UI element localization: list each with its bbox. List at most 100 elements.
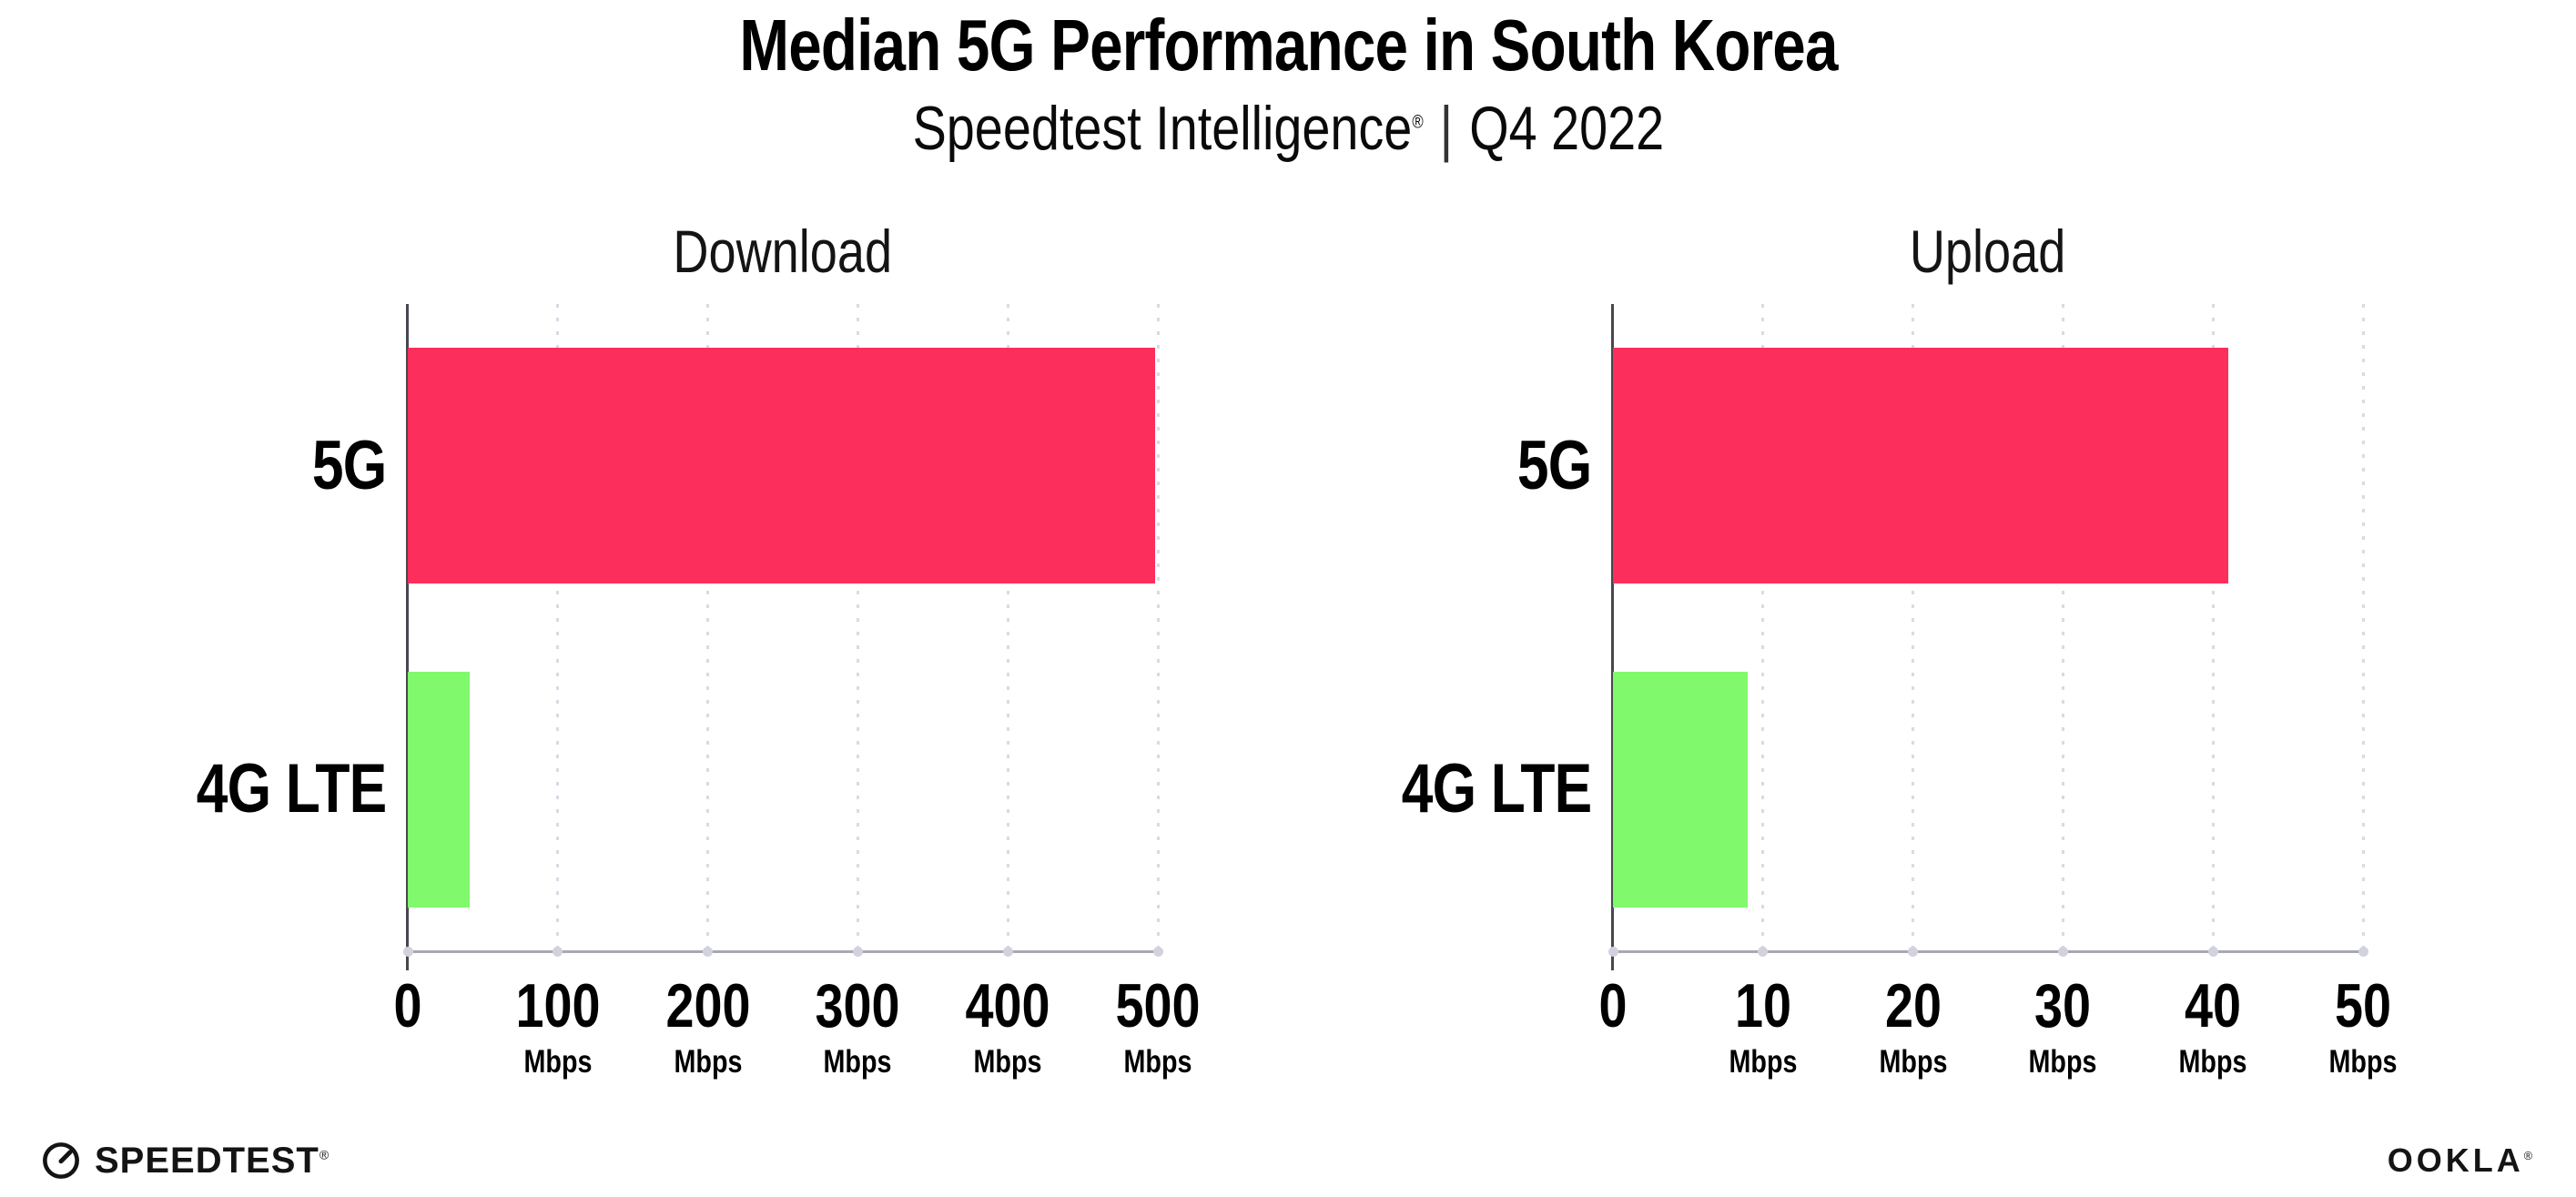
x-axis-line — [408, 950, 1158, 953]
x-tick-unit-text-40: Mbps — [2178, 1044, 2247, 1080]
gridline-10 — [1761, 304, 1765, 951]
axis-tick-dot-0 — [1607, 947, 1618, 957]
gridline-40 — [2211, 304, 2215, 951]
panel-title-upload: Upload — [1910, 218, 2066, 285]
x-tick-unit-50: Mbps — [2321, 1046, 2404, 1079]
x-tick-unit-text-400: Mbps — [973, 1044, 1042, 1080]
axis-tick-dot-20 — [1908, 947, 1919, 957]
speedtest-gauge-icon — [43, 1142, 79, 1179]
x-tick-label-text-300: 300 — [815, 971, 900, 1040]
x-tick-label-400: 400 — [956, 975, 1059, 1037]
x-tick-label-10: 10 — [1729, 975, 1798, 1037]
axis-tick-dot-50 — [2358, 947, 2368, 957]
x-tick-label-text-400: 400 — [965, 971, 1050, 1040]
x-tick-unit-200: Mbps — [666, 1046, 749, 1079]
gridline-400 — [1006, 304, 1009, 951]
x-tick-label-text-100: 100 — [515, 971, 601, 1040]
panel-title-download: Download — [673, 218, 893, 285]
category-label-text-upload-4g-lte: 4G LTE — [1401, 750, 1591, 827]
x-tick-label-text-0: 0 — [393, 971, 422, 1040]
axis-tick-dot-500 — [1152, 947, 1163, 957]
x-tick-label-0: 0 — [1596, 975, 1630, 1037]
subtitle-brand: Speedtest Intelligence — [912, 94, 1412, 163]
x-tick-unit-40: Mbps — [2171, 1046, 2254, 1079]
gridline-50 — [2361, 304, 2365, 951]
x-tick-label-text-40: 40 — [2185, 971, 2242, 1040]
gridline-100 — [556, 304, 560, 951]
x-tick-unit-text-20: Mbps — [1879, 1044, 1948, 1080]
x-tick-unit-text-300: Mbps — [823, 1044, 892, 1080]
x-tick-label-100: 100 — [506, 975, 609, 1037]
x-tick-label-50: 50 — [2328, 975, 2398, 1037]
chart-title-text: Median 5G Performance in South Korea — [738, 5, 1838, 86]
x-tick-unit-text-200: Mbps — [674, 1044, 743, 1080]
speedtest-logo-text: SPEEDTEST® — [95, 1140, 330, 1181]
x-tick-unit-20: Mbps — [1871, 1046, 1954, 1079]
axis-tick-dot-0 — [402, 947, 413, 957]
plot-area: 0 10 Mbps 20 Mbps 30 Mbps 40 Mbps 50 Mbps 5G 4G LTE — [1401, 304, 2397, 1079]
gridline-20 — [1912, 304, 1915, 951]
category-label-text-download-5g: 5G — [311, 427, 386, 504]
footer: SPEEDTEST® OOKLA® — [40, 1137, 2536, 1184]
x-tick-label-200: 200 — [656, 975, 759, 1037]
x-tick-unit-text-50: Mbps — [2328, 1044, 2398, 1080]
speedtest-logo: SPEEDTEST® — [40, 1140, 330, 1182]
x-tick-label-500: 500 — [1106, 975, 1209, 1037]
y-axis-line — [1611, 304, 1614, 971]
x-tick-label-text-10: 10 — [1734, 971, 1791, 1040]
ookla-logo: OOKLA® — [2388, 1141, 2536, 1180]
x-tick-label-text-30: 30 — [2034, 971, 2092, 1040]
x-tick-label-text-50: 50 — [2334, 971, 2392, 1040]
speedtest-reg-mark: ® — [319, 1147, 330, 1162]
x-tick-label-30: 30 — [2029, 975, 2098, 1037]
x-tick-label-0: 0 — [390, 975, 425, 1037]
x-tick-unit-400: Mbps — [966, 1046, 1049, 1079]
panel-upload: Upload 0 10 Mbps 20 Mbps 30 Mbps 40 Mbps 50 Mbps 5G… — [1288, 209, 2576, 1129]
ookla-logo-text: OOKLA — [2387, 1141, 2524, 1179]
x-tick-label-text-200: 200 — [665, 971, 751, 1040]
x-tick-unit-text-500: Mbps — [1123, 1044, 1192, 1080]
plot-area: 0 100 Mbps 200 Mbps 300 Mbps 400 Mbps 500 Mbps 5G 4G… — [196, 304, 1201, 1079]
axis-tick-dot-100 — [553, 947, 563, 957]
gridline-30 — [2061, 304, 2064, 951]
bar-download-4g-lte — [408, 672, 470, 908]
bar-upload-4g-lte — [1613, 672, 1748, 908]
x-tick-unit-30: Mbps — [2022, 1046, 2104, 1079]
x-axis-line — [1613, 950, 2363, 953]
bar-download-5g — [408, 348, 1155, 583]
category-label-text-upload-5g: 5G — [1516, 427, 1591, 504]
x-tick-unit-text-30: Mbps — [2028, 1044, 2097, 1080]
x-tick-label-40: 40 — [2178, 975, 2247, 1037]
axis-tick-dot-30 — [2057, 947, 2068, 957]
axis-tick-dot-200 — [703, 947, 714, 957]
panel-download: Download 0 100 Mbps 200 Mbps 300 Mbps 400 Mbps 50… — [0, 209, 1288, 1129]
x-tick-unit-100: Mbps — [516, 1046, 599, 1079]
x-tick-unit-10: Mbps — [1721, 1046, 1804, 1079]
x-tick-unit-500: Mbps — [1116, 1046, 1199, 1079]
subtitle-period: Q4 2022 — [1468, 94, 1664, 163]
subtitle-separator: | — [1439, 94, 1453, 163]
x-tick-label-20: 20 — [1879, 975, 1948, 1037]
x-tick-label-text-20: 20 — [1884, 971, 1942, 1040]
category-label-download-4g-lte: 4G LTE — [0, 748, 386, 830]
x-tick-unit-300: Mbps — [816, 1046, 899, 1079]
y-axis-line — [406, 304, 409, 971]
category-label-download-5g: 5G — [0, 425, 386, 507]
category-label-text-download-4g-lte: 4G LTE — [196, 750, 386, 827]
x-tick-label-300: 300 — [806, 975, 909, 1037]
chart-title: Median 5G Performance in South Korea — [0, 4, 2576, 87]
category-label-upload-4g-lte: 4G LTE — [1185, 748, 1591, 830]
ookla-reg-mark: ® — [2523, 1150, 2536, 1162]
chart-subtitle: Speedtest Intelligence® | Q4 2022 — [0, 93, 2576, 164]
gridline-500 — [1156, 304, 1160, 951]
registered-mark: ® — [1411, 112, 1424, 133]
x-tick-label-text-0: 0 — [1598, 971, 1628, 1040]
gridline-200 — [706, 304, 710, 951]
axis-tick-dot-10 — [1758, 947, 1769, 957]
x-tick-unit-text-100: Mbps — [523, 1044, 593, 1080]
category-label-upload-5g: 5G — [1185, 425, 1591, 507]
bar-upload-5g — [1613, 348, 2228, 583]
x-tick-label-text-500: 500 — [1115, 971, 1201, 1040]
x-tick-unit-text-10: Mbps — [1729, 1044, 1798, 1080]
